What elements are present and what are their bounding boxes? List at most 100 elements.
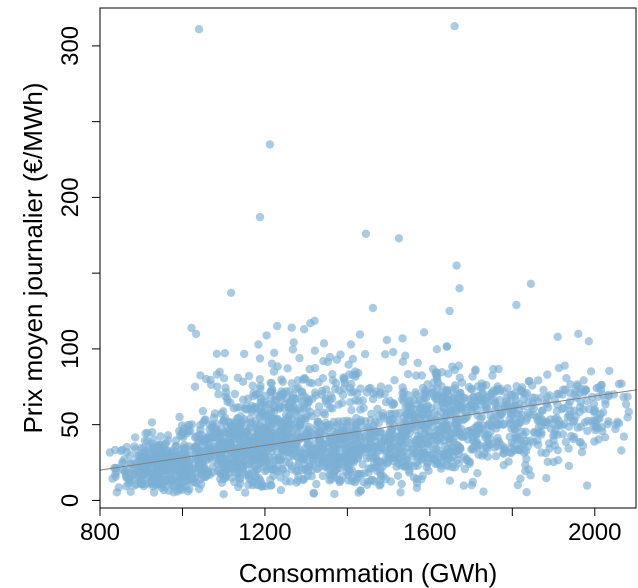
data-point — [398, 383, 407, 392]
data-point — [487, 421, 496, 431]
data-point — [313, 417, 322, 426]
data-point — [407, 423, 416, 432]
x-tick-label: 2000 — [568, 519, 621, 546]
data-point — [539, 385, 548, 395]
data-point — [524, 377, 533, 386]
data-point — [409, 473, 419, 482]
data-point — [413, 461, 422, 470]
data-point — [265, 428, 274, 437]
data-point — [299, 325, 309, 334]
data-point — [462, 454, 471, 464]
data-point — [609, 390, 619, 399]
data-point — [499, 449, 508, 458]
data-point — [174, 465, 183, 474]
data-point — [326, 403, 335, 413]
data-point — [283, 364, 292, 373]
data-point — [553, 400, 562, 409]
data-point — [402, 461, 411, 471]
data-point — [234, 482, 243, 492]
data-point — [175, 485, 184, 494]
data-point — [432, 372, 441, 382]
y-tick-label: 300 — [57, 26, 84, 66]
data-point — [226, 288, 236, 297]
x-axis-title: Consommation (GWh) — [239, 558, 498, 588]
data-point — [200, 437, 209, 447]
data-point — [375, 476, 384, 486]
data-point — [516, 474, 525, 483]
data-point — [530, 393, 540, 402]
data-point — [235, 474, 244, 483]
data-point — [423, 380, 432, 389]
data-point — [513, 433, 522, 442]
data-point — [220, 349, 230, 358]
data-point — [303, 471, 312, 481]
data-point — [273, 321, 282, 331]
data-point — [458, 416, 468, 425]
data-point — [401, 403, 410, 412]
data-point — [455, 284, 464, 293]
data-point — [411, 371, 421, 380]
data-point — [397, 448, 406, 457]
data-point — [147, 478, 156, 487]
data-point — [237, 418, 246, 427]
data-point — [238, 377, 248, 386]
data-point — [621, 400, 631, 409]
data-point — [376, 438, 386, 447]
data-point — [267, 359, 277, 368]
data-point — [231, 422, 240, 431]
data-point — [483, 430, 492, 440]
data-point — [429, 455, 438, 464]
data-point — [320, 422, 329, 432]
data-point — [386, 477, 395, 486]
y-tick-label: 100 — [57, 329, 84, 369]
data-point — [468, 477, 478, 487]
data-point — [617, 446, 626, 455]
data-point — [412, 390, 421, 399]
data-point — [362, 480, 372, 489]
data-point — [229, 464, 238, 474]
data-point — [493, 442, 503, 451]
data-point — [413, 450, 422, 459]
data-point — [245, 459, 254, 468]
data-point — [190, 382, 200, 391]
data-point — [296, 446, 305, 455]
data-point — [180, 424, 189, 433]
data-point — [521, 427, 531, 436]
data-point — [459, 481, 468, 490]
data-point — [564, 461, 574, 471]
data-point — [549, 431, 558, 440]
data-point — [301, 374, 310, 384]
data-point — [244, 470, 253, 480]
data-point — [244, 371, 254, 381]
data-point — [118, 445, 127, 454]
data-point — [523, 408, 533, 417]
data-point — [346, 398, 355, 407]
data-point — [126, 487, 135, 496]
data-point — [284, 411, 294, 420]
data-point — [442, 342, 451, 351]
data-point — [452, 261, 461, 270]
data-point — [264, 435, 273, 444]
data-point — [346, 340, 356, 349]
data-point — [298, 414, 307, 423]
y-axis-title: Prix moyen journalier (€/MWh) — [18, 82, 48, 433]
data-point — [468, 372, 477, 381]
data-point — [577, 384, 586, 393]
data-point — [396, 488, 405, 497]
data-point — [559, 403, 568, 413]
data-point — [473, 469, 482, 478]
data-point — [357, 443, 367, 452]
data-point — [570, 390, 579, 399]
data-point — [368, 475, 377, 485]
data-point — [441, 460, 451, 470]
data-point — [617, 379, 626, 388]
data-point — [341, 443, 350, 453]
data-point — [358, 460, 367, 469]
data-point — [325, 352, 335, 362]
data-point — [513, 480, 522, 490]
data-point — [479, 487, 488, 496]
data-point — [260, 466, 270, 476]
data-point — [562, 374, 571, 383]
data-point — [331, 378, 341, 388]
data-point — [210, 409, 220, 418]
